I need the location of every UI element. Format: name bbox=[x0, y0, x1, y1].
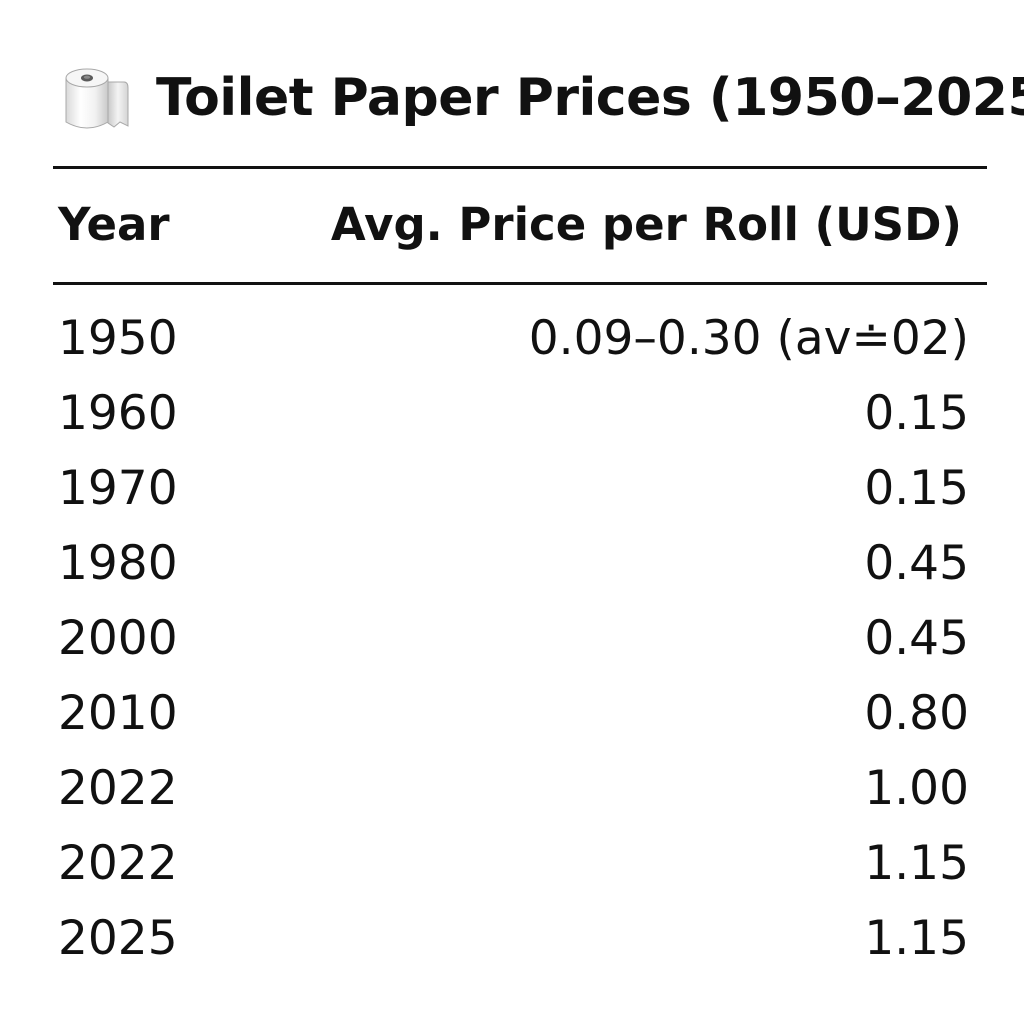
column-header-year: Year bbox=[58, 198, 170, 251]
table-row: 2022 1.00 bbox=[0, 753, 1024, 828]
year-cell: 1980 bbox=[58, 536, 178, 591]
column-header-price: Avg. Price per Roll (USD) bbox=[330, 198, 962, 251]
year-cell: 2010 bbox=[58, 686, 178, 741]
price-cell: 0.09–0.30 (av≐02) bbox=[528, 311, 969, 366]
price-cell: 1.15 bbox=[864, 836, 969, 891]
year-cell: 2000 bbox=[58, 611, 178, 666]
year-cell: 2022 bbox=[58, 836, 178, 891]
table-top-rule bbox=[53, 166, 987, 169]
table-row: 1980 0.45 bbox=[0, 528, 1024, 603]
title-row: Toilet Paper Prices (1950–2025) bbox=[58, 58, 1024, 138]
year-cell: 1970 bbox=[58, 461, 178, 516]
header-rule bbox=[53, 282, 987, 285]
page-title: Toilet Paper Prices (1950–2025) bbox=[156, 68, 1024, 128]
table-row: 2010 0.80 bbox=[0, 678, 1024, 753]
table-row: 1970 0.15 bbox=[0, 453, 1024, 528]
table-row: 2025 1.15 bbox=[0, 903, 1024, 978]
year-cell: 1950 bbox=[58, 311, 178, 366]
price-cell: 0.45 bbox=[864, 536, 969, 591]
price-cell: 0.45 bbox=[864, 611, 969, 666]
table-row: 1960 0.15 bbox=[0, 378, 1024, 453]
price-cell: 0.15 bbox=[864, 461, 969, 516]
table-row: 2022 1.15 bbox=[0, 828, 1024, 903]
price-cell: 1.00 bbox=[864, 761, 969, 816]
price-cell: 0.15 bbox=[864, 386, 969, 441]
price-cell: 1.15 bbox=[864, 911, 969, 966]
price-cell: 0.80 bbox=[864, 686, 969, 741]
table-row: 1950 0.09–0.30 (av≐02) bbox=[0, 303, 1024, 378]
table-row: 2000 0.45 bbox=[0, 603, 1024, 678]
year-cell: 2025 bbox=[58, 911, 178, 966]
toilet-paper-roll-icon bbox=[65, 68, 129, 129]
year-cell: 1960 bbox=[58, 386, 178, 441]
year-cell: 2022 bbox=[58, 761, 178, 816]
table-body: 1950 0.09–0.30 (av≐02) 1960 0.15 1970 0.… bbox=[0, 303, 1024, 978]
